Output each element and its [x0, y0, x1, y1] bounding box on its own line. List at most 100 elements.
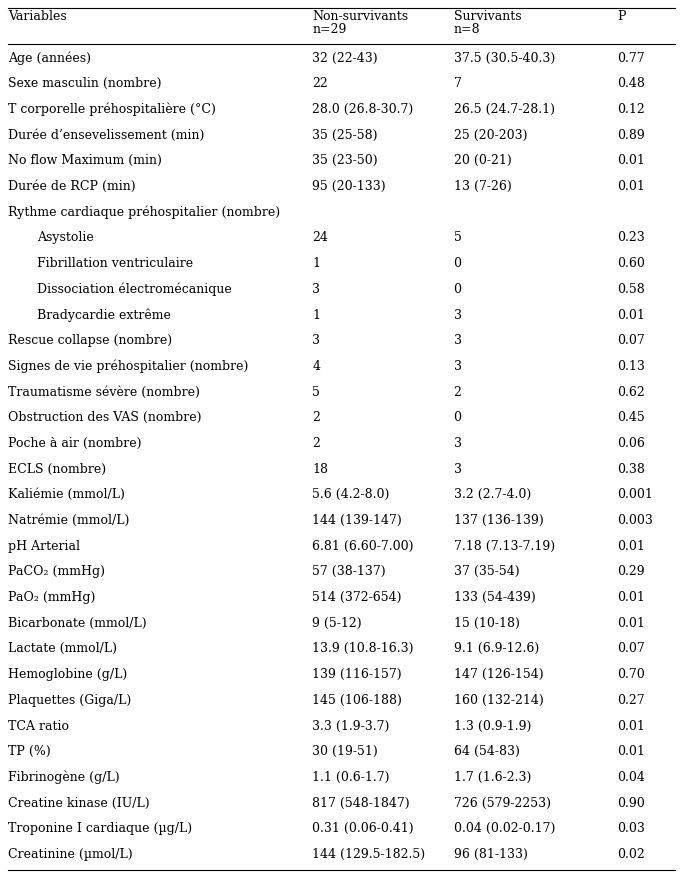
Text: 3: 3 — [454, 462, 462, 476]
Text: 0.58: 0.58 — [617, 283, 645, 296]
Text: 0.60: 0.60 — [617, 257, 645, 270]
Text: 2: 2 — [312, 411, 321, 424]
Text: 30 (19-51): 30 (19-51) — [312, 745, 378, 758]
Text: 0.01: 0.01 — [617, 308, 645, 322]
Text: 0.48: 0.48 — [617, 77, 645, 90]
Text: T corporelle préhospitalière (°C): T corporelle préhospitalière (°C) — [8, 103, 216, 116]
Text: 6.81 (6.60-7.00): 6.81 (6.60-7.00) — [312, 539, 414, 553]
Text: 514 (372-654): 514 (372-654) — [312, 591, 402, 604]
Text: 3.3 (1.9-3.7): 3.3 (1.9-3.7) — [312, 719, 389, 733]
Text: 9.1 (6.9-12.6): 9.1 (6.9-12.6) — [454, 642, 539, 656]
Text: 139 (116-157): 139 (116-157) — [312, 668, 402, 681]
Text: 0.77: 0.77 — [617, 52, 645, 65]
Text: 0.12: 0.12 — [617, 103, 645, 116]
Text: 817 (548-1847): 817 (548-1847) — [312, 797, 410, 810]
Text: 26.5 (24.7-28.1): 26.5 (24.7-28.1) — [454, 103, 554, 116]
Text: 20 (0-21): 20 (0-21) — [454, 154, 512, 168]
Text: Rescue collapse (nombre): Rescue collapse (nombre) — [8, 334, 173, 347]
Text: 96 (81-133): 96 (81-133) — [454, 848, 527, 861]
Text: 18: 18 — [312, 462, 328, 476]
Text: 3: 3 — [454, 437, 462, 450]
Text: 0.06: 0.06 — [617, 437, 645, 450]
Text: PaO₂ (mmHg): PaO₂ (mmHg) — [8, 591, 95, 604]
Text: 0.01: 0.01 — [617, 745, 645, 758]
Text: Asystolie: Asystolie — [37, 231, 93, 245]
Text: 144 (139-147): 144 (139-147) — [312, 514, 402, 527]
Text: 3: 3 — [454, 308, 462, 322]
Text: 0.23: 0.23 — [617, 231, 645, 245]
Text: P: P — [617, 10, 625, 23]
Text: 144 (129.5-182.5): 144 (129.5-182.5) — [312, 848, 426, 861]
Text: Fibrinogène (g/L): Fibrinogène (g/L) — [8, 771, 120, 784]
Text: PaCO₂ (mmHg): PaCO₂ (mmHg) — [8, 565, 105, 579]
Text: Non-survivants: Non-survivants — [312, 10, 409, 23]
Text: Sexe masculin (nombre): Sexe masculin (nombre) — [8, 77, 162, 90]
Text: 7.18 (7.13-7.19): 7.18 (7.13-7.19) — [454, 539, 554, 553]
Text: Age (années): Age (années) — [8, 51, 91, 65]
Text: Natrémie (mmol/L): Natrémie (mmol/L) — [8, 514, 130, 527]
Text: Bradycardie extrême: Bradycardie extrême — [37, 308, 170, 322]
Text: TP (%): TP (%) — [8, 745, 51, 758]
Text: Bicarbonate (mmol/L): Bicarbonate (mmol/L) — [8, 616, 147, 630]
Text: 3.2 (2.7-4.0): 3.2 (2.7-4.0) — [454, 488, 531, 502]
Text: Plaquettes (Giga/L): Plaquettes (Giga/L) — [8, 694, 132, 707]
Text: 0: 0 — [454, 283, 462, 296]
Text: n=8: n=8 — [454, 23, 480, 36]
Text: 0.001: 0.001 — [617, 488, 653, 502]
Text: 0: 0 — [454, 411, 462, 424]
Text: 0.27: 0.27 — [617, 694, 645, 707]
Text: 37.5 (30.5-40.3): 37.5 (30.5-40.3) — [454, 52, 554, 65]
Text: 133 (54-439): 133 (54-439) — [454, 591, 535, 604]
Text: 3: 3 — [312, 334, 321, 347]
Text: 13.9 (10.8-16.3): 13.9 (10.8-16.3) — [312, 642, 414, 656]
Text: ECLS (nombre): ECLS (nombre) — [8, 462, 106, 476]
Text: 1.1 (0.6-1.7): 1.1 (0.6-1.7) — [312, 771, 390, 784]
Text: 0.01: 0.01 — [617, 719, 645, 733]
Text: n=29: n=29 — [312, 23, 346, 36]
Text: 25 (20-203): 25 (20-203) — [454, 129, 527, 142]
Text: 147 (126-154): 147 (126-154) — [454, 668, 543, 681]
Text: Durée d’ensevelissement (min): Durée d’ensevelissement (min) — [8, 129, 205, 142]
Text: Fibrillation ventriculaire: Fibrillation ventriculaire — [37, 257, 193, 270]
Text: 0.38: 0.38 — [617, 462, 645, 476]
Text: Hemoglobine (g/L): Hemoglobine (g/L) — [8, 668, 128, 681]
Text: Rythme cardiaque préhospitalier (nombre): Rythme cardiaque préhospitalier (nombre) — [8, 205, 280, 219]
Text: Poche à air (nombre): Poche à air (nombre) — [8, 437, 142, 450]
Text: 13 (7-26): 13 (7-26) — [454, 180, 512, 193]
Text: Troponine I cardiaque (µg/L): Troponine I cardiaque (µg/L) — [8, 823, 192, 835]
Text: 24: 24 — [312, 231, 328, 245]
Text: 35 (23-50): 35 (23-50) — [312, 154, 378, 168]
Text: 0.07: 0.07 — [617, 334, 645, 347]
Text: 95 (20-133): 95 (20-133) — [312, 180, 386, 193]
Text: 0.01: 0.01 — [617, 154, 645, 168]
Text: TCA ratio: TCA ratio — [8, 719, 69, 733]
Text: 1: 1 — [312, 308, 321, 322]
Text: 0.45: 0.45 — [617, 411, 645, 424]
Text: 0.70: 0.70 — [617, 668, 645, 681]
Text: 0.89: 0.89 — [617, 129, 645, 142]
Text: 0.07: 0.07 — [617, 642, 645, 656]
Text: 7: 7 — [454, 77, 462, 90]
Text: 2: 2 — [312, 437, 321, 450]
Text: 0.90: 0.90 — [617, 797, 645, 810]
Text: 0.62: 0.62 — [617, 385, 645, 399]
Text: Lactate (mmol/L): Lactate (mmol/L) — [8, 642, 117, 656]
Text: 160 (132-214): 160 (132-214) — [454, 694, 544, 707]
Text: 57 (38-137): 57 (38-137) — [312, 565, 386, 579]
Text: Traumatisme sévère (nombre): Traumatisme sévère (nombre) — [8, 385, 200, 399]
Text: 0.003: 0.003 — [617, 514, 653, 527]
Text: 15 (10-18): 15 (10-18) — [454, 616, 520, 630]
Text: 64 (54-83): 64 (54-83) — [454, 745, 520, 758]
Text: 1: 1 — [312, 257, 321, 270]
Text: 3: 3 — [454, 360, 462, 373]
Text: 0.01: 0.01 — [617, 616, 645, 630]
Text: 0.04 (0.02-0.17): 0.04 (0.02-0.17) — [454, 823, 555, 835]
Text: Kaliémie (mmol/L): Kaliémie (mmol/L) — [8, 488, 125, 502]
Text: No flow Maximum (min): No flow Maximum (min) — [8, 154, 162, 168]
Text: 0.01: 0.01 — [617, 180, 645, 193]
Text: 0.31 (0.06-0.41): 0.31 (0.06-0.41) — [312, 823, 414, 835]
Text: 5: 5 — [454, 231, 462, 245]
Text: 0: 0 — [454, 257, 462, 270]
Text: 0.04: 0.04 — [617, 771, 645, 784]
Text: 28.0 (26.8-30.7): 28.0 (26.8-30.7) — [312, 103, 413, 116]
